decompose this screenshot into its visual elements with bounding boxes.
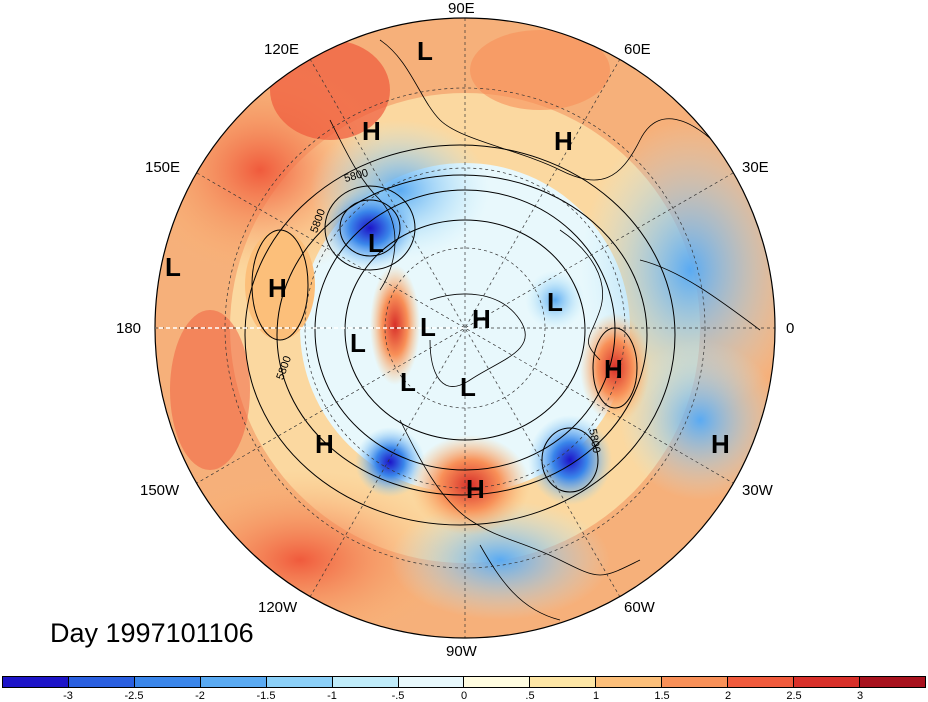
lon-label-120w: 120W (258, 599, 298, 616)
low-center-marker: L (417, 36, 433, 66)
colorbar-swatch (596, 677, 663, 687)
colorbar-tick-label: -.5 (391, 690, 405, 702)
high-center-marker: H (362, 116, 381, 146)
lon-label-60w: 60W (624, 599, 655, 616)
colorbar-swatch (332, 677, 399, 687)
colorbar-swatch (134, 677, 201, 687)
colorbar-swatch (464, 677, 531, 687)
colorbar-swatch (530, 677, 597, 687)
colorbar-swatch (3, 677, 69, 687)
lon-label-0: 0 (786, 320, 795, 337)
lon-label-150w: 150W (140, 482, 180, 499)
lon-label-120e: 120E (264, 41, 300, 58)
high-center-marker: H (554, 126, 573, 156)
colorbar-swatch (200, 677, 267, 687)
map-border (154, 17, 776, 639)
colorbar-tick-label: .5 (525, 690, 535, 702)
colorbar-swatch (794, 677, 860, 687)
high-center-marker: H (711, 429, 730, 459)
high-center-marker: H (604, 354, 623, 384)
anomaly-field (155, 18, 775, 638)
high-center-marker: H (466, 474, 485, 504)
lon-label-30e: 30E (742, 159, 769, 176)
low-center-marker: L (420, 312, 436, 342)
lon-label-180: 180 (116, 320, 142, 337)
colorbar-tick-label: 2.5 (786, 690, 802, 702)
lon-label-90e: 90E (448, 0, 475, 17)
lon-label-60e: 60E (624, 41, 651, 58)
low-center-marker: L (400, 367, 416, 397)
low-center-marker: L (547, 287, 563, 317)
low-center-marker: L (350, 328, 366, 358)
colorbar-tick-label: 2 (724, 690, 732, 702)
colorbar-swatch (398, 677, 465, 687)
low-center-marker: L (368, 228, 384, 258)
high-center-marker: H (472, 304, 491, 334)
colorbar-tick-label: 0 (460, 690, 468, 702)
graticule (155, 18, 775, 638)
colorbar-tick-label: 1 (592, 690, 600, 702)
lon-label-150e: 150E (145, 159, 181, 176)
colorbar-swatch (68, 677, 135, 687)
coastlines (329, 39, 761, 621)
colorbar-swatch (266, 677, 333, 687)
colorbar-tick-label: 3 (856, 690, 864, 702)
colorbar-tick-label: -1 (327, 690, 337, 702)
colorbar-swatch (859, 677, 925, 687)
colorbar-tick-label: -2 (195, 690, 205, 702)
page-title: Day 1997101106 (50, 618, 254, 648)
lon-label-30w: 30W (742, 482, 773, 499)
colorbar (2, 676, 926, 688)
high-center-marker: H (268, 273, 287, 303)
high-center-marker: H (315, 429, 334, 459)
colorbar-tick-label: -1.5 (256, 690, 276, 702)
colorbar-tick-label: -3 (63, 690, 73, 702)
colorbar-swatch (662, 677, 729, 687)
colorbar-swatch (728, 677, 795, 687)
low-center-marker: L (460, 372, 476, 402)
low-center-marker: L (165, 252, 181, 282)
colorbar-tick-label: -2.5 (124, 690, 144, 702)
lon-label-90w: 90W (446, 643, 477, 660)
height-contours (244, 144, 676, 526)
colorbar-tick-label: 1.5 (654, 690, 670, 702)
